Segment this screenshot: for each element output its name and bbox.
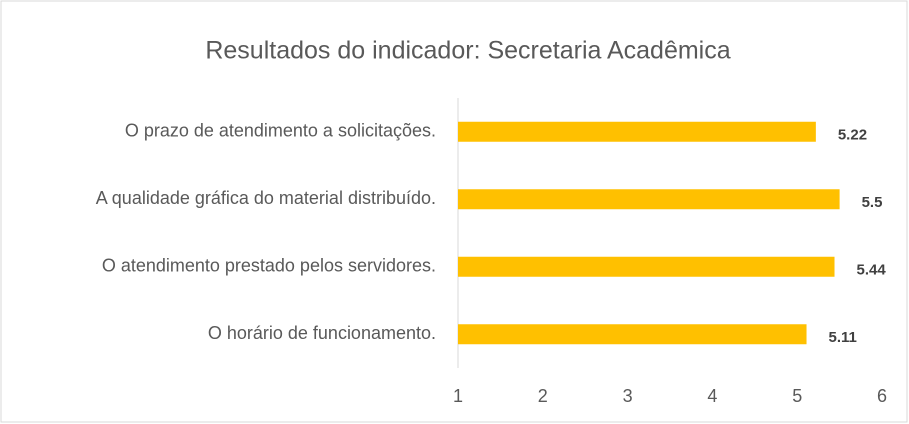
bar <box>458 324 807 345</box>
y-tick-label: O horário de funcionamento. <box>208 323 436 343</box>
bar <box>458 121 816 142</box>
chart-title: Resultados do indicador: Secretaria Acad… <box>205 37 730 65</box>
bar <box>458 256 835 277</box>
y-tick-label: A qualidade gráfica do material distribu… <box>96 188 436 208</box>
bar <box>458 189 840 210</box>
data-label: 5.22 <box>838 127 867 144</box>
x-tick-label: 6 <box>877 386 887 406</box>
x-tick-label: 4 <box>707 386 717 406</box>
x-tick-label: 1 <box>453 386 463 406</box>
data-label: 5.44 <box>857 262 887 279</box>
y-tick-label: O prazo de atendimento a solicitações. <box>125 121 436 141</box>
y-tick-label: O atendimento prestado pelos servidores. <box>102 256 436 276</box>
data-label: 5.11 <box>829 329 857 346</box>
x-tick-label: 5 <box>792 386 802 406</box>
x-tick-label: 2 <box>538 386 548 406</box>
x-tick-label: 3 <box>623 386 633 406</box>
data-label: 5.5 <box>862 194 883 211</box>
